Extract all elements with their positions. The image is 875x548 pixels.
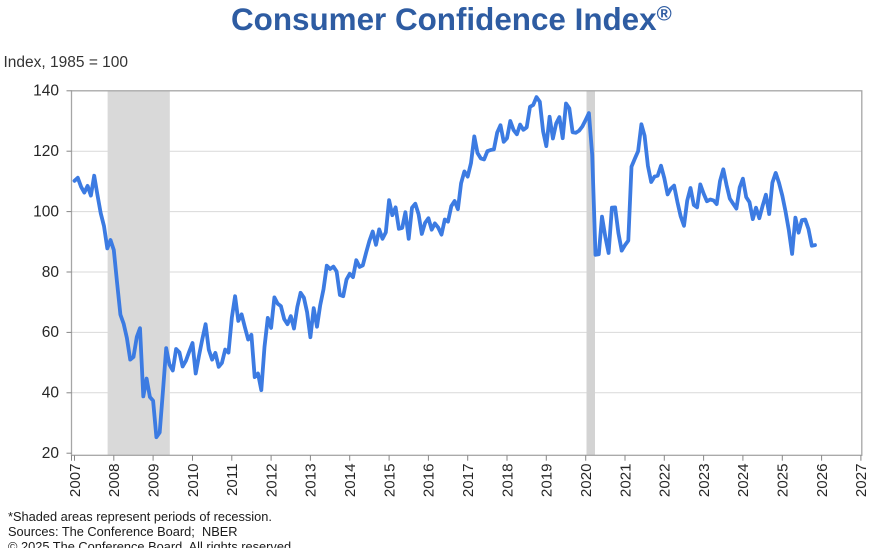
svg-text:2021: 2021	[617, 464, 634, 498]
svg-text:2022: 2022	[657, 464, 674, 498]
svg-text:2019: 2019	[539, 464, 556, 498]
svg-text:40: 40	[42, 385, 60, 402]
svg-text:2015: 2015	[381, 464, 398, 498]
svg-text:120: 120	[33, 143, 59, 160]
svg-text:2012: 2012	[263, 464, 280, 498]
svg-text:2016: 2016	[421, 464, 438, 498]
svg-text:2009: 2009	[145, 464, 162, 498]
svg-text:100: 100	[33, 203, 59, 220]
svg-text:Consumer Confidence Index®: Consumer Confidence Index®	[231, 2, 672, 37]
svg-text:60: 60	[42, 324, 60, 341]
svg-text:*Shaded areas represent period: *Shaded areas represent periods of reces…	[8, 509, 272, 524]
svg-text:140: 140	[33, 83, 59, 100]
svg-text:2014: 2014	[342, 464, 359, 498]
svg-text:2011: 2011	[224, 464, 241, 496]
svg-text:2013: 2013	[303, 464, 320, 498]
svg-text:2026: 2026	[814, 464, 831, 498]
svg-text:2024: 2024	[735, 464, 752, 498]
svg-text:2018: 2018	[499, 464, 516, 498]
svg-text:2007: 2007	[67, 464, 84, 498]
svg-text:2017: 2017	[460, 464, 477, 498]
svg-text:2008: 2008	[106, 464, 123, 498]
svg-text:© 2025 The Conference Board. A: © 2025 The Conference Board. All rights …	[8, 539, 295, 548]
svg-text:80: 80	[42, 264, 60, 281]
svg-text:2027: 2027	[853, 464, 870, 498]
svg-text:2010: 2010	[185, 464, 202, 498]
svg-text:20: 20	[42, 445, 60, 462]
svg-text:Index, 1985 = 100: Index, 1985 = 100	[4, 54, 129, 71]
svg-text:Sources: The Conference Board;: Sources: The Conference Board; NBER	[8, 524, 238, 539]
svg-text:2020: 2020	[578, 464, 595, 498]
svg-text:2025: 2025	[775, 464, 792, 498]
svg-text:2023: 2023	[696, 464, 713, 498]
